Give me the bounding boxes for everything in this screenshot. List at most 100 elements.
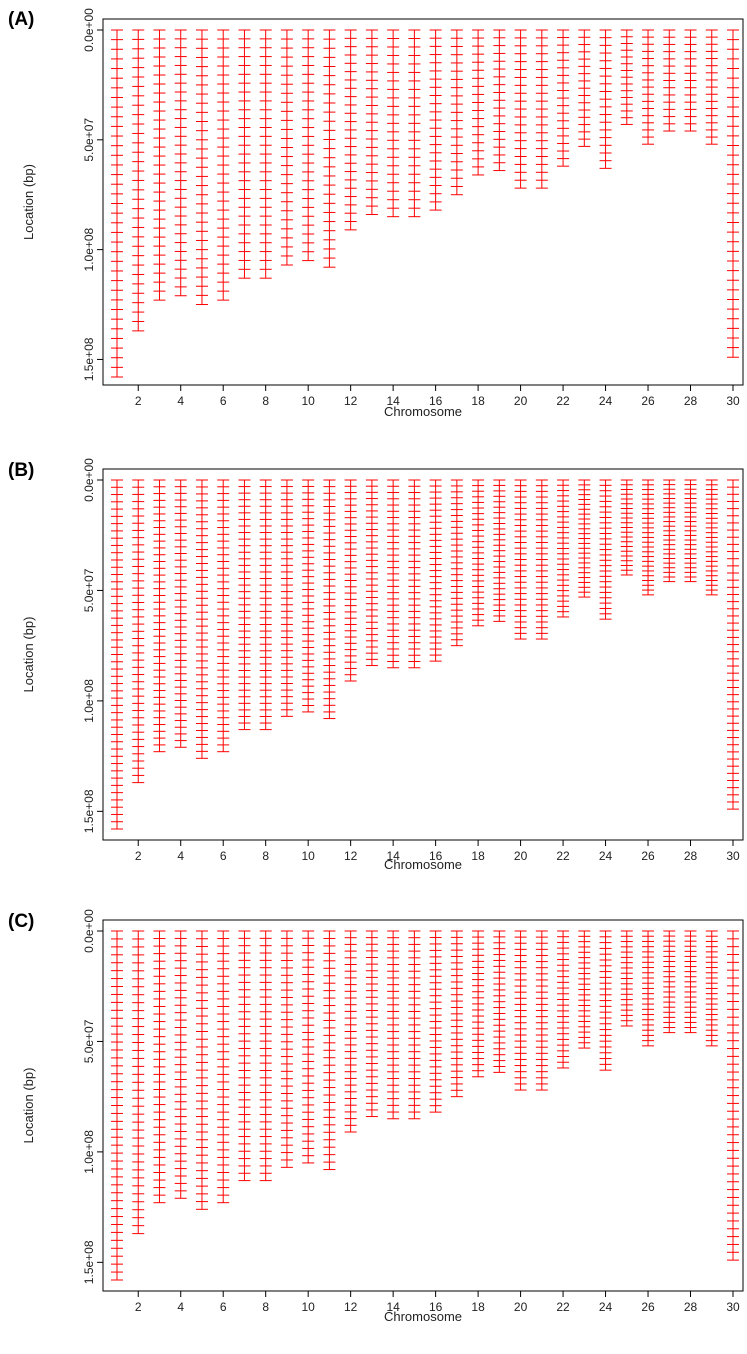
chromosome-column (111, 930, 123, 1281)
chromosome-column (705, 29, 718, 145)
chromosome-column (344, 29, 357, 231)
chromosome-column (493, 479, 506, 622)
x-tick-label: 28 (684, 849, 698, 863)
panel-label: (B) (8, 460, 34, 481)
chromosome-column (578, 479, 591, 598)
x-tick-label: 2 (135, 394, 142, 408)
x-tick-label: 22 (556, 1300, 570, 1314)
chart-panel: (A) 0.0e+00 5.0e+07 1.0e+08 1.5e+08 Location … (8, 8, 744, 419)
chromosome-column (578, 29, 591, 147)
y-axis-title: Location (bp) (21, 164, 36, 240)
chromosome-column (387, 930, 400, 1120)
x-tick-label: 4 (177, 849, 184, 863)
chromosome-column (132, 930, 145, 1235)
chromosome-column (153, 930, 166, 1204)
chromosome-column (642, 29, 655, 145)
x-tick-label: 12 (344, 394, 358, 408)
x-tick-label: 10 (301, 849, 315, 863)
chromosome-column (195, 479, 208, 759)
chromosome-column (302, 930, 315, 1164)
x-tick-label: 30 (726, 1300, 740, 1314)
chromosome-column (174, 479, 187, 748)
chromosome-column (217, 29, 230, 301)
x-tick-label: 22 (556, 849, 570, 863)
y-tick-label: 5.0e+07 (82, 568, 96, 612)
chromosome-column (642, 930, 655, 1047)
chromosome-column (620, 930, 633, 1027)
chromosome-column (684, 29, 697, 132)
x-tick-label: 2 (135, 1300, 142, 1314)
chromosome-column (514, 29, 527, 189)
x-tick-label: 6 (220, 1300, 227, 1314)
chromosome-column (195, 930, 208, 1210)
chromosome-column (705, 479, 718, 596)
chromosome-column (599, 29, 612, 169)
chart-panel: (C) 0.0e+00 5.0e+07 1.0e+08 1.5e+08 Location … (8, 909, 744, 1324)
x-tick-label: 30 (726, 394, 740, 408)
chromosome-column (408, 479, 421, 669)
chromosome-column (365, 479, 378, 667)
x-tick-label: 2 (135, 849, 142, 863)
x-tick-label: 26 (641, 1300, 655, 1314)
y-tick-label: 1.5e+08 (82, 337, 96, 381)
chromosome-column (514, 930, 527, 1091)
chromosome-column (493, 29, 506, 172)
x-tick-label: 16 (429, 1300, 443, 1314)
chromosome-column (429, 930, 442, 1113)
chromosome-column (111, 29, 123, 378)
chromosome-column (599, 930, 612, 1071)
chromosome-column (153, 479, 166, 753)
chromosome-column (472, 29, 485, 176)
x-tick-label: 30 (726, 849, 740, 863)
x-tick-label: 10 (301, 394, 315, 408)
x-tick-label: 8 (262, 849, 269, 863)
chromosome-column (259, 479, 272, 731)
x-tick-label: 10 (301, 1300, 315, 1314)
y-tick-label: 1.0e+08 (82, 679, 96, 723)
chromosome-column (408, 930, 421, 1120)
chromosome-column (727, 29, 739, 358)
x-tick-label: 14 (386, 394, 400, 408)
x-axis-title: Chromosome (384, 404, 462, 419)
chromosome-column (408, 29, 421, 218)
x-tick-label: 14 (386, 849, 400, 863)
chromosome-column (620, 479, 633, 576)
x-axis-title: Chromosome (384, 1309, 462, 1324)
y-tick-label: 0.0e+00 (82, 8, 96, 52)
chromosome-column (259, 930, 272, 1182)
chromosome-column (705, 930, 718, 1047)
x-tick-label: 20 (514, 1300, 528, 1314)
x-axis-title: Chromosome (384, 857, 462, 872)
x-tick-label: 8 (262, 1300, 269, 1314)
panel-label: (A) (8, 9, 34, 30)
x-tick-label: 14 (386, 1300, 400, 1314)
chromosome-column (727, 930, 739, 1261)
chromosome-column (365, 930, 378, 1118)
chromosome-column (111, 479, 123, 830)
chromosome-column (323, 29, 336, 268)
x-tick-label: 12 (344, 1300, 358, 1314)
chromosome-column (535, 479, 548, 640)
chart-panel: (B) 0.0e+00 5.0e+07 1.0e+08 1.5e+08 Location … (8, 458, 744, 872)
y-tick-label: 5.0e+07 (82, 118, 96, 162)
chromosome-column (578, 930, 591, 1049)
chromosome-column (450, 29, 463, 196)
x-tick-label: 18 (471, 849, 485, 863)
chromosome-column (387, 479, 400, 669)
y-tick-label: 1.5e+08 (82, 789, 96, 833)
chromosome-column (493, 930, 506, 1073)
chromosome-column (684, 930, 697, 1034)
x-tick-label: 20 (514, 394, 528, 408)
plot-frame (102, 468, 744, 841)
chromosome-column (599, 479, 612, 620)
chromosome-column (450, 930, 463, 1098)
chromosome-column (663, 479, 676, 583)
y-tick-label: 1.5e+08 (82, 1240, 96, 1284)
y-axis-title: Location (bp) (21, 1068, 36, 1144)
x-tick-label: 16 (429, 394, 443, 408)
chromosome-column (238, 930, 251, 1182)
chromosome-column (663, 930, 676, 1034)
x-tick-label: 12 (344, 849, 358, 863)
x-tick-label: 28 (684, 394, 698, 408)
chromosome-column (132, 29, 145, 332)
